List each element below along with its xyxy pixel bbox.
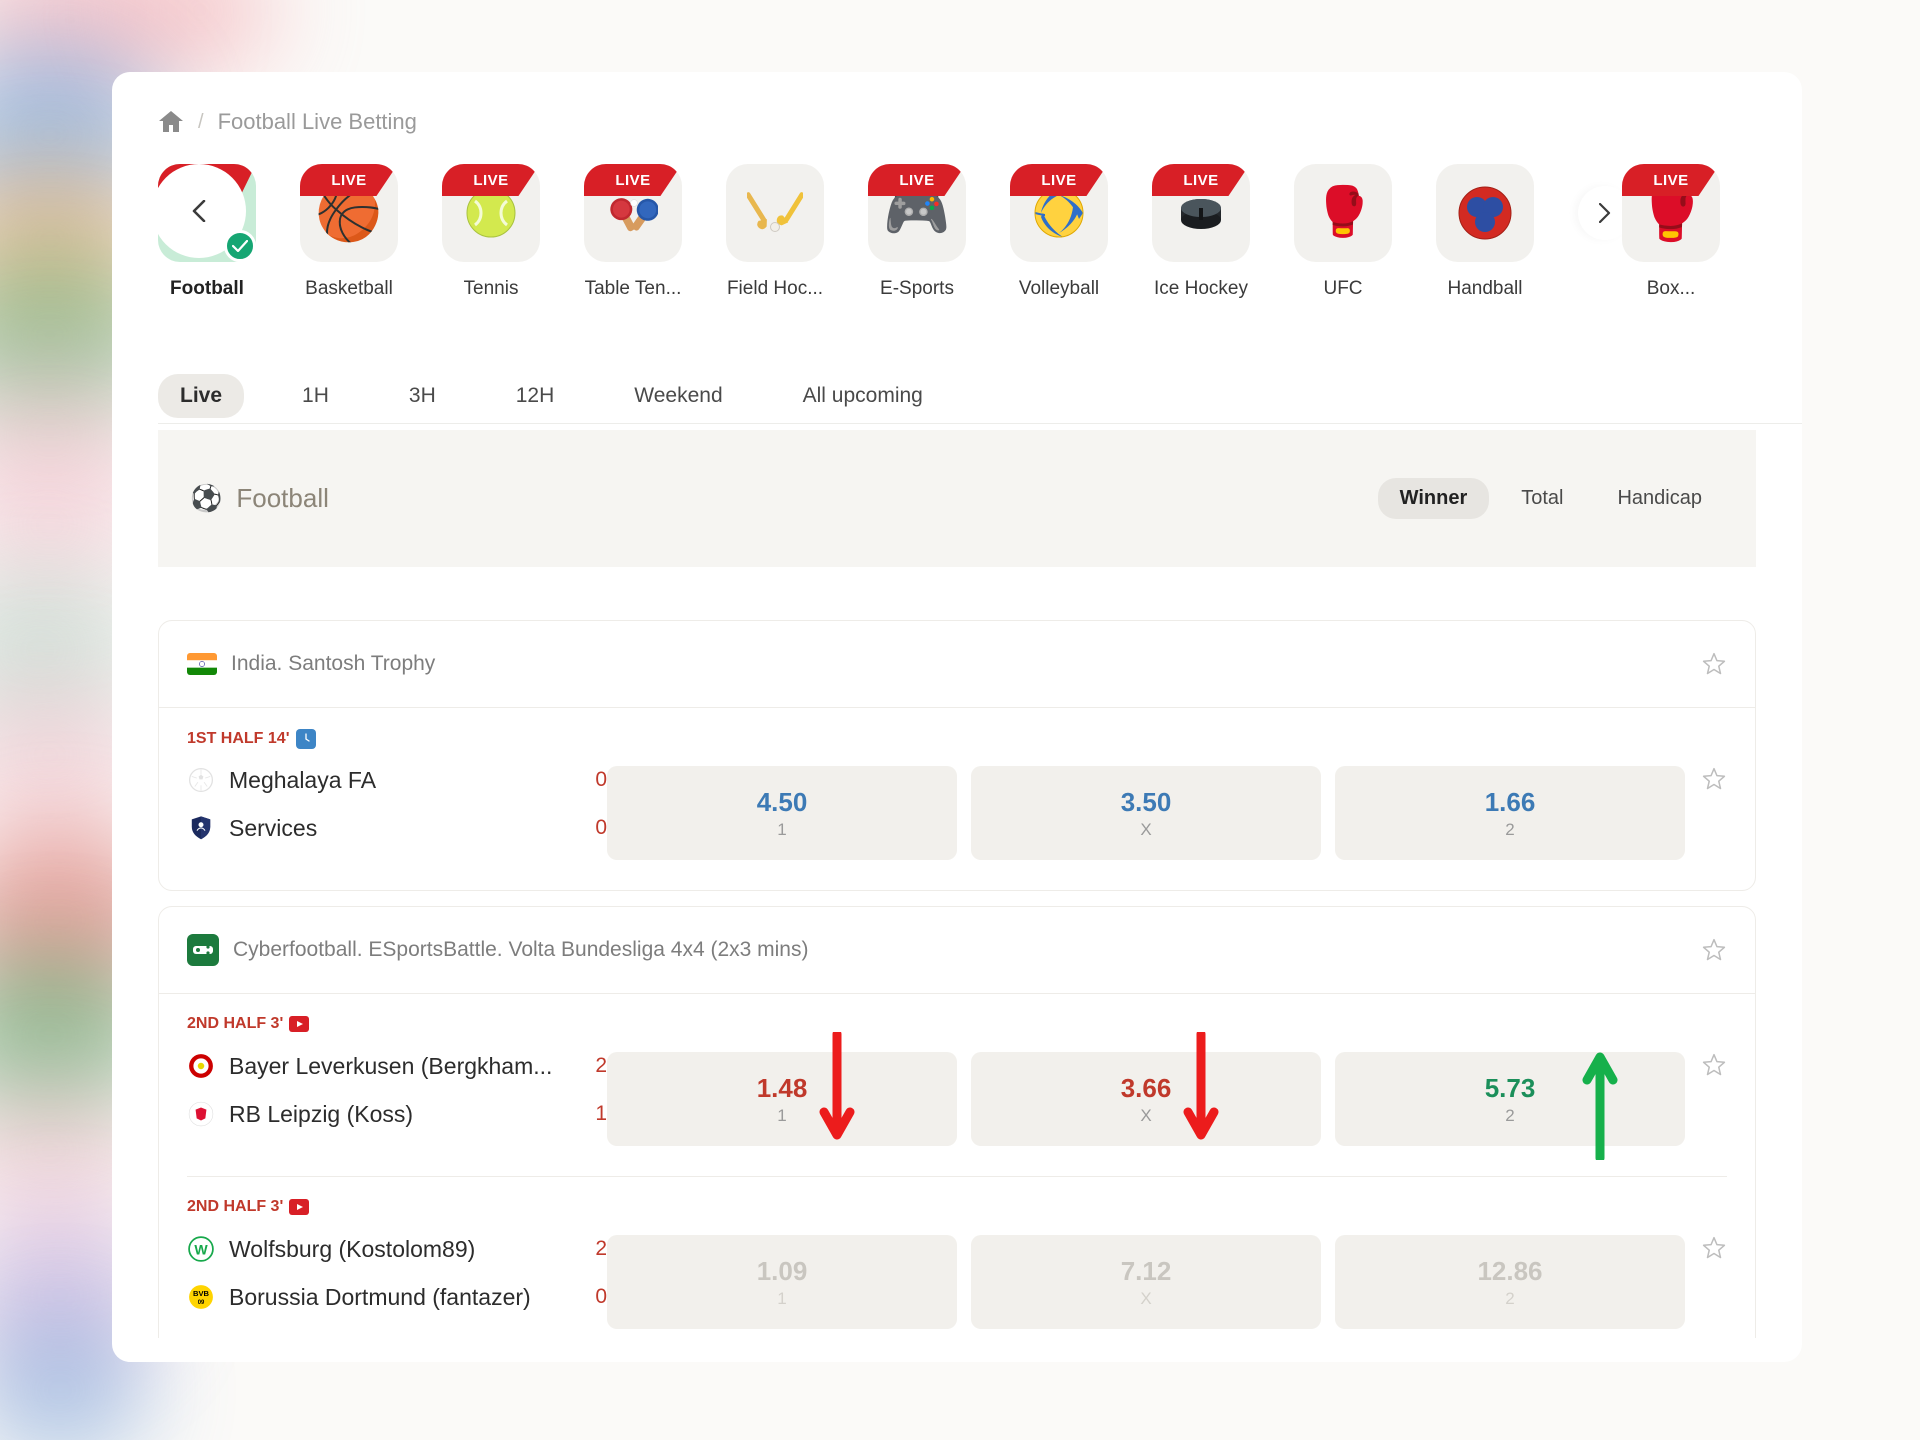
svg-text:09: 09 bbox=[198, 1300, 205, 1306]
svg-text:W: W bbox=[194, 1241, 208, 1257]
svg-text:BVB: BVB bbox=[193, 1289, 210, 1298]
